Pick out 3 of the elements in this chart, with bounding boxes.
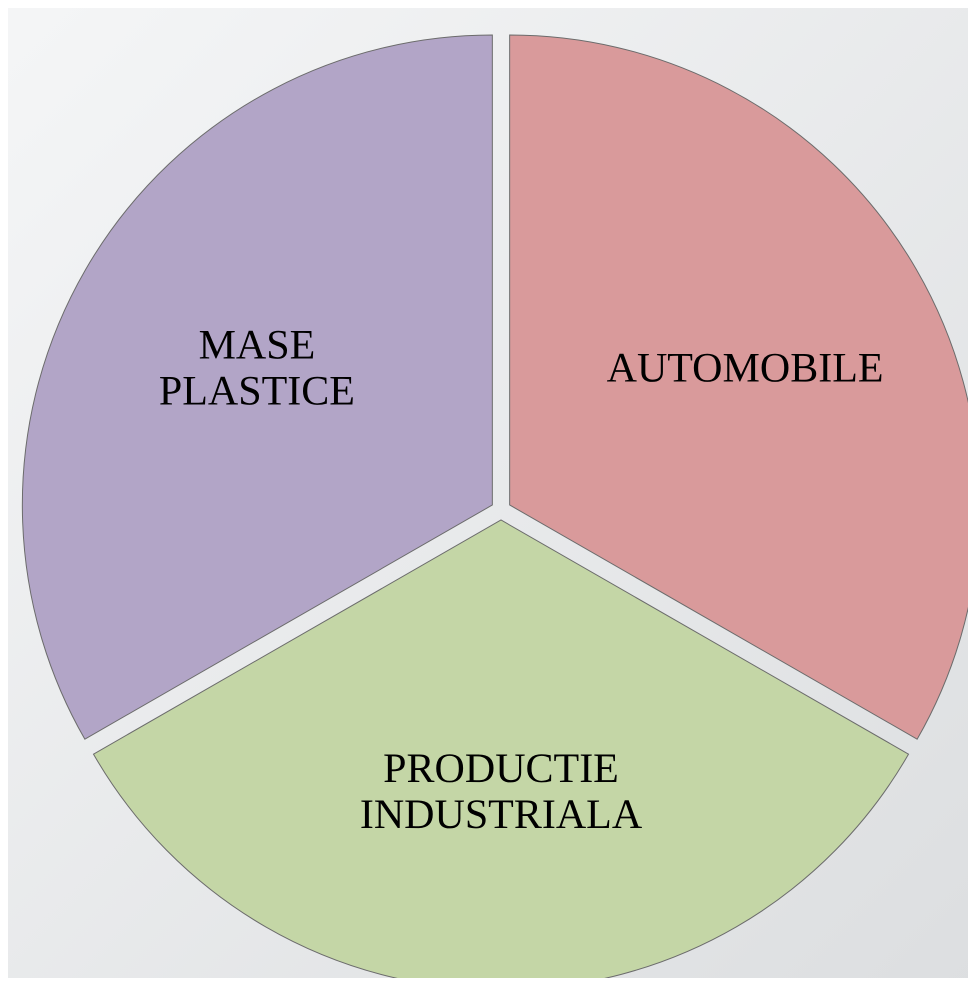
slice-label: AUTOMOBILE — [606, 346, 884, 392]
slice-label: MASE PLASTICE — [158, 322, 355, 415]
slice-label: PRODUCTIE INDUSTRIALA — [360, 746, 643, 838]
